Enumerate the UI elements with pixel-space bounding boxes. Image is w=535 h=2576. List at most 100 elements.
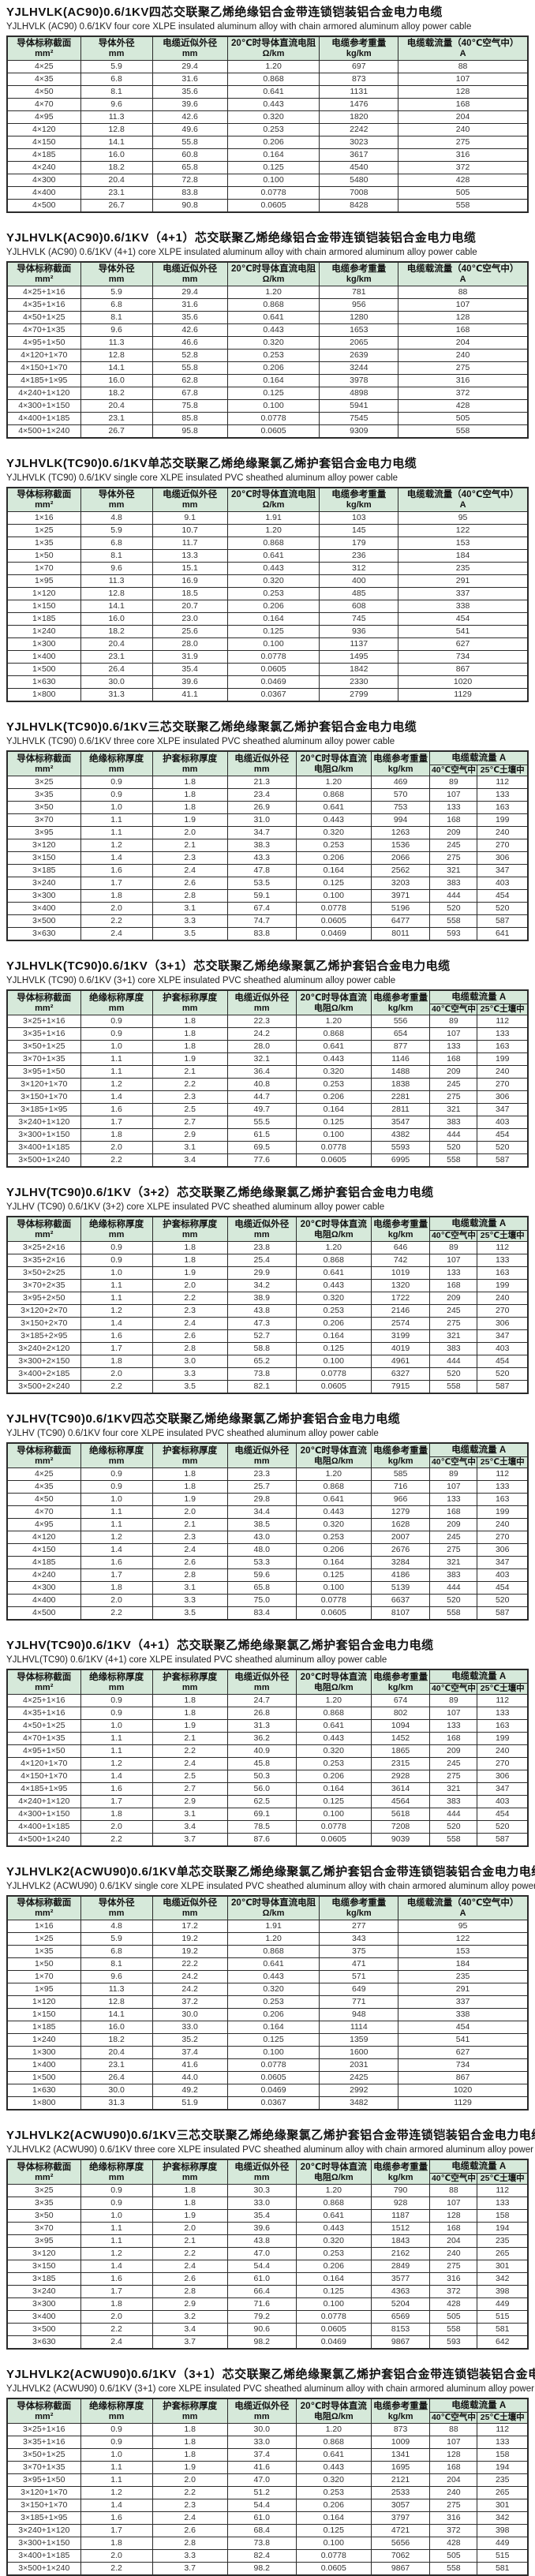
table-cell: 88 [429, 2184, 478, 2197]
table-cell: 4×185 [6, 1556, 81, 1569]
table-cell: 6995 [370, 1153, 431, 1168]
table-cell: 36.4 [226, 1065, 297, 1079]
table-cell: 6.8 [80, 298, 153, 312]
table-cell: 2.4 [80, 2335, 153, 2350]
table-cell: 49.6 [152, 123, 228, 136]
table-row: 1×16 4.8 9.1 1.91 103 95 [6, 511, 529, 525]
table-cell: 1.8 [152, 2184, 228, 2197]
table-cell: 3×630 [6, 927, 81, 941]
table-row: 3×185+2×95 1.6 2.6 52.7 0.164 3199 321 347 [6, 1329, 529, 1343]
column-header: 导体标称截面 mm² [6, 1895, 81, 1920]
table-row: 1×185 16.0 33.0 0.164 1114 454 [6, 2021, 529, 2034]
table-cell: 2330 [319, 675, 399, 689]
table-cell: 2.3 [152, 2499, 228, 2512]
table-cell: 1.7 [80, 1568, 153, 1582]
table-cell: 18.2 [80, 387, 153, 400]
table-cell: 245 [429, 1757, 478, 1770]
table-cell: 3482 [319, 2096, 399, 2111]
table-cell: 321 [429, 1103, 478, 1116]
table-row: 3×240+1×120 1.7 2.6 68.4 0.125 4721 372 398 [6, 2524, 529, 2537]
table-cell: 3×50 [6, 2209, 81, 2223]
table-cell: 1.7 [80, 1795, 153, 1808]
table-cell: 3×150 [6, 851, 81, 865]
table-cell: 72.8 [152, 174, 228, 187]
table-cell: 47.0 [226, 2473, 297, 2487]
table-cell: 2639 [319, 349, 399, 362]
table-cell: 0.0778 [295, 1141, 372, 1154]
table-row: 3×300+1×150 1.8 2.8 73.8 0.100 5656 428 449 [6, 2537, 529, 2550]
table-cell: 2.2 [80, 2562, 153, 2576]
table-row: 3×25+1×16 0.9 1.8 22.3 1.20 556 89 112 [6, 1015, 529, 1028]
table-cell: 0.125 [226, 625, 320, 638]
table-cell: 1.8 [152, 801, 228, 814]
column-header: 导体标称截面 mm² [6, 261, 81, 286]
table-row: 4×120 12.8 49.6 0.253 2242 240 [6, 123, 529, 136]
table-cell: 16.9 [152, 574, 228, 588]
table-cell: 1.2 [80, 1757, 153, 1770]
table-cell: 26.7 [80, 424, 153, 439]
column-subheader: 25℃土壤中 [477, 1456, 529, 1468]
table-row: 3×185+1×95 1.6 2.4 61.0 0.164 3797 316 342 [6, 2511, 529, 2525]
table-row: 4×120+1×70 1.2 2.4 45.8 0.253 2315 245 270 [6, 1757, 529, 1770]
table-title-en: YJLHVLK (TC90) 0.6/1KV three core XLPE i… [6, 737, 395, 746]
table-cell: 31.6 [152, 298, 228, 312]
table-cell: 184 [398, 549, 529, 563]
table-row: 1×25 5.9 10.7 1.20 145 122 [6, 524, 529, 537]
table-cell: 0.206 [295, 1317, 372, 1330]
spec-table: 导体标称截面 mm² 绝缘标称厚度 mm 护套标称厚度 mm 电缆近似外径 mm 20℃时导体直… [6, 1669, 529, 1847]
table-cell: 444 [429, 1808, 478, 1821]
table-cell: 168 [429, 1505, 478, 1519]
table-cell: 107 [429, 1254, 478, 1267]
table-row: 3×185 1.6 2.4 47.8 0.164 2562 321 347 [6, 864, 529, 877]
table-cell: 39.6 [226, 2222, 297, 2235]
table-cell: 1820 [319, 110, 399, 124]
table-row: 3×400+2×185 2.0 3.3 73.8 0.0778 6327 520 520 [6, 1367, 529, 1381]
table-title-zh: YJLHV(TC90)0.6/1KV四芯交联聚乙烯绝缘聚氯乙烯护套铝合金电力电缆 [6, 1412, 401, 1426]
table-cell: 43.8 [226, 2234, 297, 2248]
table-cell: 1600 [319, 2046, 399, 2059]
column-header: 绝缘标称厚度 mm [80, 1669, 153, 1695]
table-cell: 4×50+1×25 [6, 311, 81, 324]
table-cell: 0.125 [295, 1568, 372, 1582]
cable-table-section: YJLHVLK(TC90)0.6/1KV（3+1）芯交联聚乙烯绝缘聚氯乙烯护套铝… [6, 959, 529, 1168]
spec-table: 导体标称截面 mm² 绝缘标称厚度 mm 护套标称厚度 mm 电缆近似外径 mm 20℃时导体直… [6, 989, 529, 1168]
table-cell: 133 [429, 1040, 478, 1053]
table-cell: 3.3 [152, 1594, 228, 1607]
table-cell: 133 [477, 1254, 529, 1267]
table-cell: 1695 [370, 2461, 431, 2474]
table-cell: 1.1 [80, 2473, 153, 2487]
table-cell: 55.8 [152, 361, 228, 375]
table-cell: 0.100 [295, 1128, 372, 1142]
table-cell: 20.4 [80, 2046, 153, 2059]
table-cell: 3×185+1×95 [6, 1103, 81, 1116]
table-cell: 7008 [319, 186, 399, 200]
table-cell: 2.8 [152, 1342, 228, 1355]
table-cell: 338 [398, 2008, 529, 2021]
table-cell: 5.9 [80, 524, 153, 537]
table-cell: 2.5 [152, 1770, 228, 1783]
table-title-en: YJLHV (TC90) 0.6/1KV four core XLPE insu… [6, 1429, 379, 1438]
table-cell: 2.0 [152, 1279, 228, 1292]
table-cell: 4×25+1×16 [6, 1694, 81, 1707]
table-cell: 1.0 [80, 1040, 153, 1053]
table-cell: 78.5 [226, 1820, 297, 1834]
table-cell: 3×300 [6, 889, 81, 903]
table-cell: 23.1 [80, 2058, 153, 2072]
table-cell: 0.641 [295, 1719, 372, 1733]
table-cell: 29.4 [152, 60, 228, 73]
table-cell: 1.8 [152, 2423, 228, 2436]
table-cell: 275 [429, 1543, 478, 1557]
table-cell: 4×35 [6, 73, 81, 86]
table-cell: 235 [477, 2473, 529, 2487]
table-cell: 5618 [370, 1808, 431, 1821]
table-cell: 1×150 [6, 2008, 81, 2021]
table-cell: 270 [477, 1531, 529, 1544]
table-cell: 321 [429, 1782, 478, 1796]
table-cell: 20.4 [80, 174, 153, 187]
table-cell: 2992 [319, 2084, 399, 2097]
table-cell: 112 [477, 1241, 529, 1254]
table-cell: 0.9 [80, 1254, 153, 1267]
table-cell: 1×25 [6, 1932, 81, 1946]
table-cell: 1.20 [226, 524, 320, 537]
table-cell: 1.1 [80, 1292, 153, 1305]
